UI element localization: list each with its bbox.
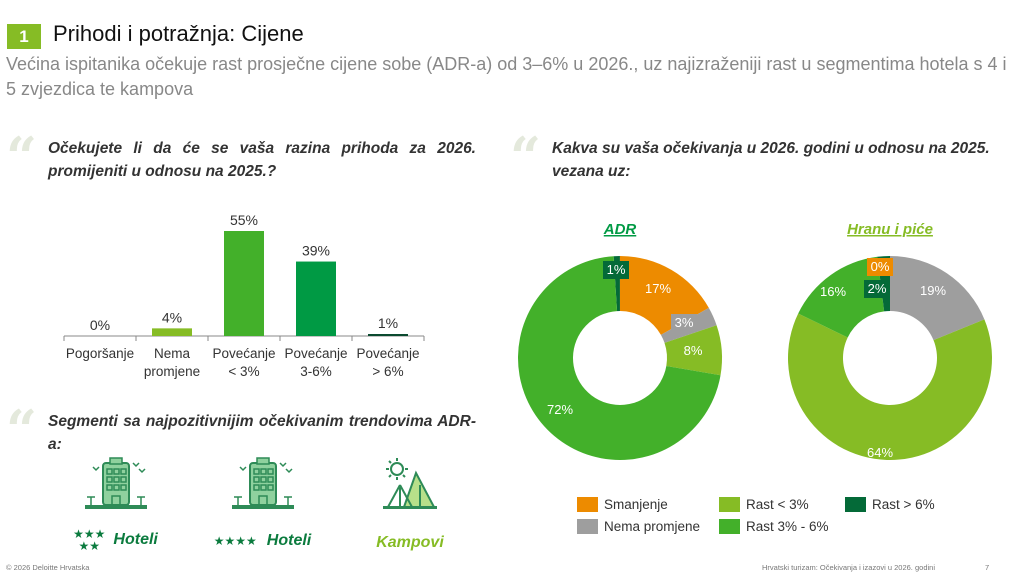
legend-item-nema-promjene: Nema promjene <box>577 519 700 534</box>
legend-item-rast-gt6: Rast > 6% <box>845 497 935 512</box>
bar <box>224 231 264 336</box>
donut-data-label: 2% <box>868 281 887 296</box>
question-revenue: Očekujete li da će se vaša razina prihod… <box>48 140 476 180</box>
x-tick-label: Povećanje <box>212 346 275 361</box>
legend-item-rast-lt3: Rast < 3% <box>719 497 809 512</box>
donut-data-label: 16% <box>820 284 846 299</box>
x-tick-label: 3-6% <box>300 364 332 379</box>
legend-label: Rast < 3% <box>746 497 809 512</box>
donut-data-label: 3% <box>675 315 694 330</box>
donut-data-label: 64% <box>867 445 893 460</box>
donut-slice <box>890 256 985 341</box>
x-tick-label: < 3% <box>228 364 259 379</box>
x-tick-label: Nema <box>154 346 191 361</box>
bar <box>368 334 408 336</box>
legend-swatch <box>719 519 740 534</box>
legend-item-smanjenje: Smanjenje <box>577 497 668 512</box>
section-number-badge: 1 <box>7 24 41 49</box>
food-donut-chart: Hranu i piće 0% 19% 64% 16% 2% <box>788 221 992 460</box>
legend-item-rast-3-6: Rast 3% - 6% <box>719 519 829 534</box>
x-tick-label: Povećanje <box>284 346 347 361</box>
donut-slice <box>798 256 885 338</box>
bar <box>152 328 192 336</box>
x-tick-label: Pogoršanje <box>66 346 134 361</box>
segment-label: Hoteli <box>266 532 312 549</box>
bar-data-label: 39% <box>302 243 330 259</box>
donut-title: Hranu i piće <box>847 221 933 238</box>
donut-label-bg <box>671 314 697 332</box>
segment-label: Kampovi <box>376 534 444 551</box>
footer-copyright: © 2026 Deloitte Hrvatska <box>6 563 90 572</box>
legend-swatch <box>577 519 598 534</box>
donut-data-label: 1% <box>607 262 626 277</box>
hotel-icon <box>84 457 147 509</box>
quote-icon: “ <box>510 125 542 189</box>
revenue-bar-chart: 0% Pogoršanje 4% Nema promjene 55% Povećanje < … <box>63 212 425 379</box>
bar-data-label: 55% <box>230 212 258 228</box>
bar <box>296 261 336 336</box>
donut-title: ADR <box>603 221 637 238</box>
donut-data-label: 8% <box>684 343 703 358</box>
quote-icon: “ <box>6 125 38 189</box>
legend-label: Smanjenje <box>604 497 668 512</box>
page-title: Prihodi i potražnja: Cijene <box>53 21 304 46</box>
donut-slice <box>518 256 721 460</box>
footer-page-number: 7 <box>985 563 990 572</box>
star-rating: ★★★★ <box>213 534 257 548</box>
bar-data-label: 0% <box>90 317 110 333</box>
x-tick-label: Povećanje <box>356 346 419 361</box>
hotel-icon <box>231 457 294 509</box>
donut-slice <box>788 313 992 460</box>
donut-data-label: 72% <box>547 402 573 417</box>
legend-swatch <box>719 497 740 512</box>
adr-donut-chart: ADR 1% 17% 3% 8% 72% <box>518 221 722 460</box>
donut-label-bg <box>864 280 890 298</box>
bar-data-label: 1% <box>378 315 398 331</box>
star-rating: ★★★ ★★ <box>73 527 106 553</box>
segment-camps: Kampovi <box>365 455 455 552</box>
legend-label: Rast > 6% <box>872 497 935 512</box>
donut-data-label: 19% <box>920 283 946 298</box>
x-tick-label: > 6% <box>372 364 403 379</box>
legend-swatch <box>845 497 866 512</box>
donut-slice <box>664 325 722 376</box>
legend-label: Nema promjene <box>604 519 701 534</box>
bar-data-label: 4% <box>162 309 182 325</box>
segment-label: Hoteli <box>113 531 158 548</box>
x-tick-label: promjene <box>144 364 200 379</box>
segment-4star-hotels: ★★★★ Hoteli <box>200 455 325 550</box>
question-expectations: Kakva su vaša očekivanja u 2026. godini … <box>552 140 990 180</box>
camping-icon <box>383 458 437 509</box>
legend-swatch <box>577 497 598 512</box>
legend-label: Rast 3% - 6% <box>746 519 829 534</box>
page-subtitle: Većina ispitanika očekuje rast prosječne… <box>6 54 1007 99</box>
donut-data-label: 0% <box>871 259 890 274</box>
footer-report-title: Hrvatski turizam: Očekivanja i izazovi u… <box>762 563 935 572</box>
question-segments: Segmenti sa najpozitivnijim očekivanim t… <box>48 413 476 453</box>
quote-icon: “ <box>6 398 38 462</box>
donut-label-bg <box>603 261 629 279</box>
segment-5star-hotels: ★★★ ★★ Hoteli <box>58 455 173 552</box>
donut-data-label: 17% <box>645 281 671 296</box>
donut-label-bg <box>867 258 893 276</box>
